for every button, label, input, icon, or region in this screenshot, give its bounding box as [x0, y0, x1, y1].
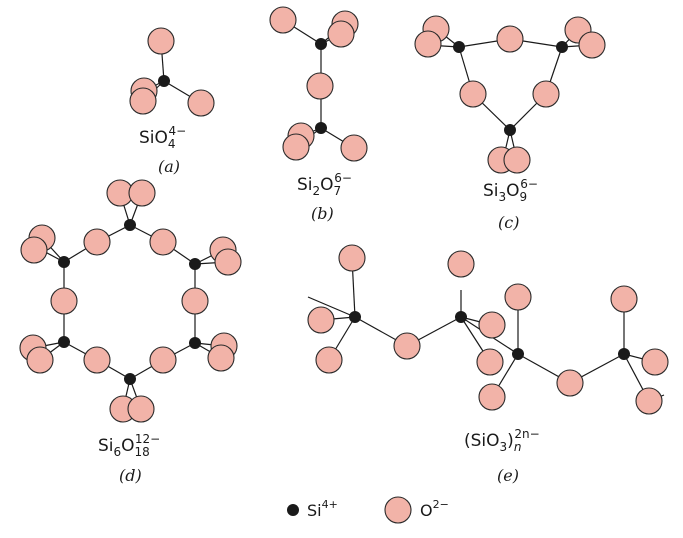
legend: Si4+ O2− — [287, 496, 449, 524]
oxygen-atom — [50, 287, 78, 315]
oxygen-atom — [306, 72, 334, 100]
panel-label-e: (e) — [497, 466, 519, 485]
formula-e: (SiO3)n2n− — [464, 427, 540, 454]
oxygen-atom — [496, 25, 524, 53]
legend-silicon-label: Si4+ — [307, 498, 338, 520]
oxygen-atom — [282, 133, 310, 161]
formula-a: SiO44− — [139, 124, 186, 151]
oxygen-atom — [414, 30, 442, 58]
silicon-atom — [504, 124, 516, 136]
oxygen-atom — [149, 228, 177, 256]
silicon-atom-b-bottom — [315, 122, 327, 134]
oxygen-atom — [269, 6, 297, 34]
silicon-atom-b-top — [315, 38, 327, 50]
silicon-atom — [349, 311, 361, 323]
oxygen-atom — [459, 80, 487, 108]
oxygen-atom — [315, 346, 343, 374]
silicon-atom — [58, 256, 70, 268]
oxygen-atom — [478, 383, 506, 411]
atoms-layer — [19, 6, 669, 423]
oxygen-atom — [641, 348, 669, 376]
oxygen-atom — [307, 306, 335, 334]
formula-c: Si3O96− — [483, 177, 538, 204]
panel-label-d: (d) — [119, 466, 142, 485]
oxygen-atom — [340, 134, 368, 162]
oxygen-atom — [181, 287, 209, 315]
oxygen-atom — [393, 332, 421, 360]
oxygen-atom — [147, 27, 175, 55]
bond — [307, 296, 356, 318]
legend-silicon-icon — [287, 504, 299, 516]
oxygen-atom — [83, 346, 111, 374]
oxygen-atom — [532, 80, 560, 108]
panel-label-a: (a) — [158, 157, 180, 176]
silicon-atom — [58, 336, 70, 348]
legend-oxygen-label: O2− — [420, 498, 449, 520]
silicon-atom — [453, 41, 465, 53]
oxygen-atom — [578, 31, 606, 59]
oxygen-atom — [503, 146, 531, 174]
legend-oxygen-icon — [384, 496, 412, 524]
silicon-atom — [455, 311, 467, 323]
silicon-atom — [556, 41, 568, 53]
formula-d: Si6O1812− — [98, 432, 160, 459]
silicon-atom-a — [158, 75, 170, 87]
oxygen-atom — [83, 228, 111, 256]
bonds-layer — [32, 19, 665, 410]
oxygen-atom — [447, 250, 475, 278]
formula-b: Si2O76− — [297, 171, 352, 198]
oxygen-atom — [187, 89, 215, 117]
panel-label-b: (b) — [311, 204, 334, 223]
oxygen-atom — [610, 285, 638, 313]
oxygen-atom — [478, 311, 506, 339]
oxygen-atom — [20, 236, 48, 264]
panel-label-c: (c) — [498, 213, 519, 232]
oxygen-atom — [556, 369, 584, 397]
oxygen-atom — [327, 20, 355, 48]
silicon-atom — [124, 219, 136, 231]
oxygen-atom — [127, 395, 155, 423]
oxygen-atom — [476, 348, 504, 376]
oxygen-atom — [207, 344, 235, 372]
oxygen-atom — [149, 346, 177, 374]
silicon-atom — [618, 348, 630, 360]
oxygen-atom — [338, 244, 366, 272]
silicon-atom — [189, 258, 201, 270]
oxygen-atom — [26, 346, 54, 374]
silicon-atom — [189, 337, 201, 349]
oxygen-atom — [129, 87, 157, 115]
silicon-atom — [124, 373, 136, 385]
oxygen-atom — [214, 248, 242, 276]
silicon-atom — [512, 348, 524, 360]
oxygen-atom — [504, 283, 532, 311]
oxygen-atom — [635, 387, 663, 415]
oxygen-atom — [128, 179, 156, 207]
